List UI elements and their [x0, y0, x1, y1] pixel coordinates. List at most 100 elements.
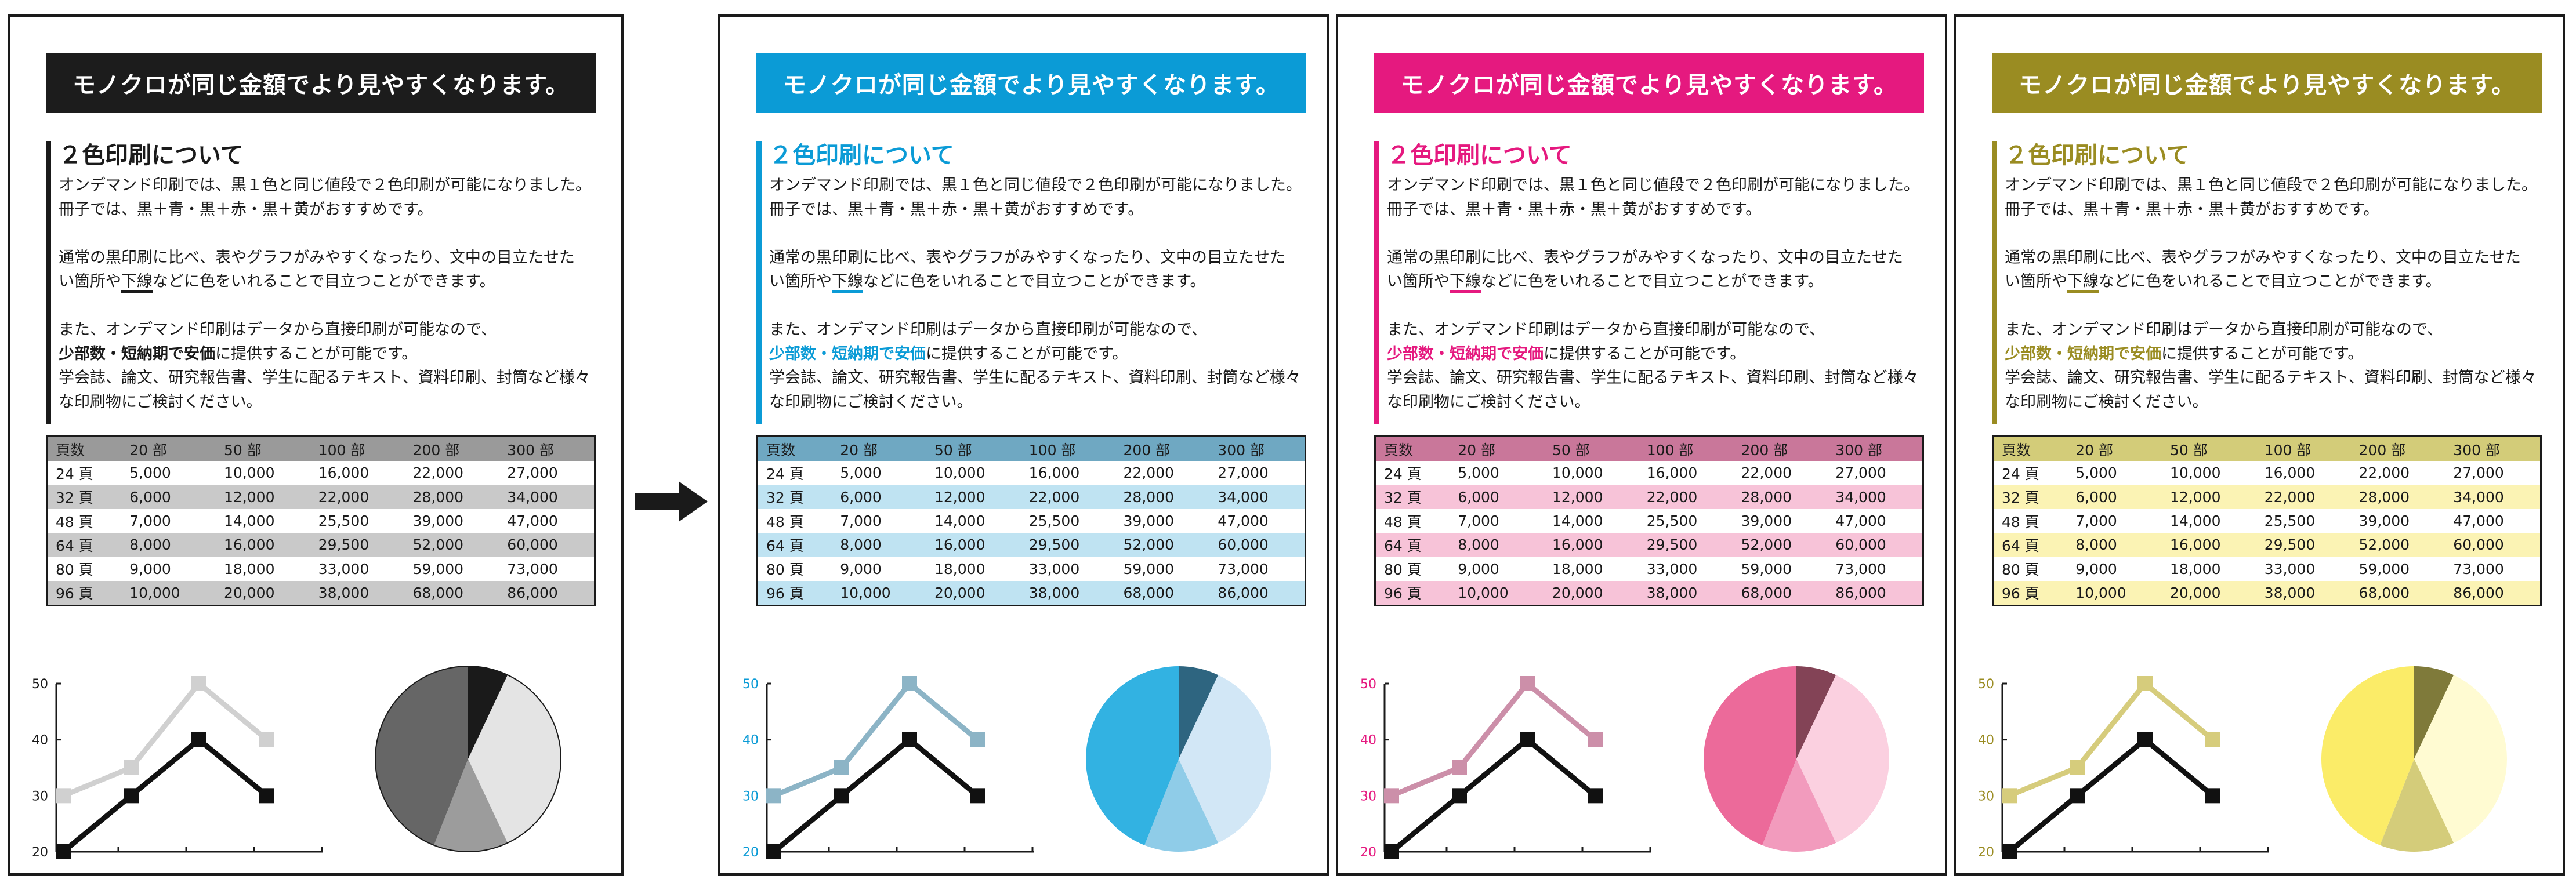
paragraph-line: オンデマンド印刷では、黒１色と同じ値段で２色印刷が可能になりました。: [59, 176, 591, 194]
pie-slice: [1762, 759, 1836, 852]
table-cell: 22,000: [1123, 464, 1175, 482]
table-header-cell: 20 部: [2075, 441, 2113, 459]
table-row: 24 頁 5,000 10,000 16,000 22,000 27,000: [1375, 461, 1923, 485]
table-cell: 10,000: [2170, 464, 2221, 482]
table-cell: 22,000: [1028, 488, 1080, 506]
line-series-1: [1390, 680, 1597, 798]
table-cell: 80 頁: [1384, 561, 1422, 579]
table-cell: 60,000: [1835, 536, 1886, 554]
color-sample-panel-blue: モノクロが同じ金額でより見やすくなります。 ２色印刷について オンデマンド印刷で…: [718, 14, 1329, 876]
data-point: [1520, 732, 1535, 747]
table-cell: 22,000: [2264, 488, 2316, 506]
paragraph-line: オンデマンド印刷では、黒１色と同じ値段で２色印刷が可能になりました。: [2005, 176, 2537, 194]
table-cell: 14,000: [1552, 513, 1603, 530]
table-cell: 22,000: [1741, 464, 1792, 482]
emphasis-text: 少部数・短納期で安価: [59, 344, 215, 363]
table-header-cell: 20 部: [1458, 441, 1495, 459]
data-point: [834, 760, 849, 775]
paragraph-line: い箇所や下線などに色をいれることで目立つことができます。: [1387, 273, 1824, 290]
table-cell: 16,000: [2264, 464, 2316, 482]
panel-title-bar: モノクロが同じ金額でより見やすくなります。: [46, 53, 596, 113]
line-series-1: [62, 680, 269, 798]
table-cell: 9,000: [129, 560, 171, 577]
table-cell: 7,000: [129, 513, 171, 530]
data-point: [766, 844, 781, 859]
table-cell: 39,000: [1123, 513, 1175, 530]
table-header-cell: 300 部: [1218, 441, 1265, 459]
table-cell: 32 頁: [56, 489, 93, 507]
table-cell: 10,000: [129, 584, 180, 601]
paragraph-line: い箇所や下線などに色をいれることで目立つことができます。: [769, 273, 1206, 290]
data-point: [902, 732, 917, 747]
data-point: [1588, 788, 1603, 804]
table-cell: 47,000: [507, 513, 558, 530]
table-cell: 10,000: [224, 464, 275, 482]
table-cell: 60,000: [2453, 536, 2504, 554]
body-text: オンデマンド印刷では、黒１色と同じ値段で２色印刷が可能になりました。 冊子では、…: [2005, 173, 2561, 414]
body-text: オンデマンド印刷では、黒１色と同じ値段で２色印刷が可能になりました。 冊子では、…: [1387, 173, 1944, 414]
data-point: [2002, 788, 2017, 804]
table-cell: 6,000: [2075, 488, 2117, 506]
table-cell: 20,000: [934, 584, 986, 601]
table-cell: 12,000: [224, 488, 275, 506]
table-cell: 59,000: [1741, 560, 1792, 577]
table-cell: 32 頁: [1384, 489, 1422, 507]
table-header-row: 頁数 20 部 50 部 100 部 200 部 300 部: [46, 436, 595, 462]
table-cell: 39,000: [1741, 513, 1792, 530]
paragraph-line: 冊子では、黒＋青・黒＋赤・黒＋黄がおすすめです。: [769, 200, 1144, 219]
table-cell: 6,000: [840, 488, 882, 506]
pie-slice: [1179, 666, 1219, 759]
table-header-cell: 50 部: [934, 441, 972, 459]
paragraph-line: 少部数・短納期で安価に提供することが可能です。: [59, 344, 418, 363]
y-tick-label: 30: [32, 789, 48, 804]
table-cell: 86,000: [1835, 584, 1886, 601]
data-point: [2002, 844, 2017, 859]
data-point: [902, 676, 917, 691]
table-cell: 8,000: [1458, 536, 1499, 554]
table-cell: 47,000: [2453, 513, 2504, 530]
table-row: 64 頁 8,000 16,000 29,500 52,000 60,000: [1992, 533, 2541, 557]
data-point: [1452, 760, 1467, 775]
section-heading: ２色印刷について: [59, 142, 244, 169]
paragraph-line: な印刷物にご検討ください。: [769, 393, 973, 411]
table-cell: 38,000: [318, 584, 369, 601]
paragraph-line: 冊子では、黒＋青・黒＋赤・黒＋黄がおすすめです。: [2005, 200, 2379, 219]
table-header-cell: 200 部: [2358, 441, 2406, 459]
price-table: 頁数 20 部 50 部 100 部 200 部 300 部 24 頁 5,000 10,00…: [1992, 435, 2542, 607]
table-cell: 96 頁: [1384, 585, 1422, 602]
y-tick-label: 40: [1360, 733, 1376, 748]
pie-outline: [375, 666, 561, 852]
section-heading: ２色印刷について: [2005, 142, 2190, 169]
data-point: [766, 788, 781, 804]
y-tick-label: 40: [1978, 733, 1994, 748]
table-cell: 68,000: [1123, 584, 1175, 601]
table-cell: 22,000: [412, 464, 464, 482]
panel-title-bar: モノクロが同じ金額でより見やすくなります。: [756, 53, 1306, 113]
table-header-cell: 50 部: [2170, 441, 2208, 459]
pie-slice: [434, 759, 508, 852]
data-point: [970, 732, 985, 747]
emphasis-text: 少部数・短納期で安価: [1387, 344, 1544, 363]
table-header-cell: 300 部: [1835, 441, 1882, 459]
table-header-cell: 200 部: [412, 441, 460, 459]
data-point: [1588, 732, 1603, 747]
table-header-row: 頁数 20 部 50 部 100 部 200 部 300 部: [757, 436, 1306, 462]
y-tick-label: 20: [32, 845, 48, 860]
table-cell: 16,000: [1646, 464, 1698, 482]
table-header-row: 頁数 20 部 50 部 100 部 200 部 300 部: [1992, 436, 2541, 462]
pie-slice: [375, 666, 468, 845]
table-cell: 47,000: [1835, 513, 1886, 530]
table-cell: 86,000: [1218, 584, 1269, 601]
table-header-cell: 頁数: [766, 441, 796, 459]
pie-chart: [1704, 666, 1889, 852]
table-cell: 80 頁: [56, 561, 93, 579]
table-cell: 10,000: [934, 464, 986, 482]
price-table: 頁数 20 部 50 部 100 部 200 部 300 部 24 頁 5,000 10,00…: [756, 435, 1306, 607]
pie-slice: [2380, 759, 2454, 852]
data-point: [1384, 844, 1399, 859]
table-cell: 9,000: [1458, 560, 1499, 577]
table-cell: 24 頁: [766, 465, 804, 482]
table-row: 80 頁 9,000 18,000 33,000 59,000 73,000: [757, 557, 1306, 581]
y-tick-label: 20: [742, 845, 759, 860]
pie-chart: [2321, 666, 2507, 852]
